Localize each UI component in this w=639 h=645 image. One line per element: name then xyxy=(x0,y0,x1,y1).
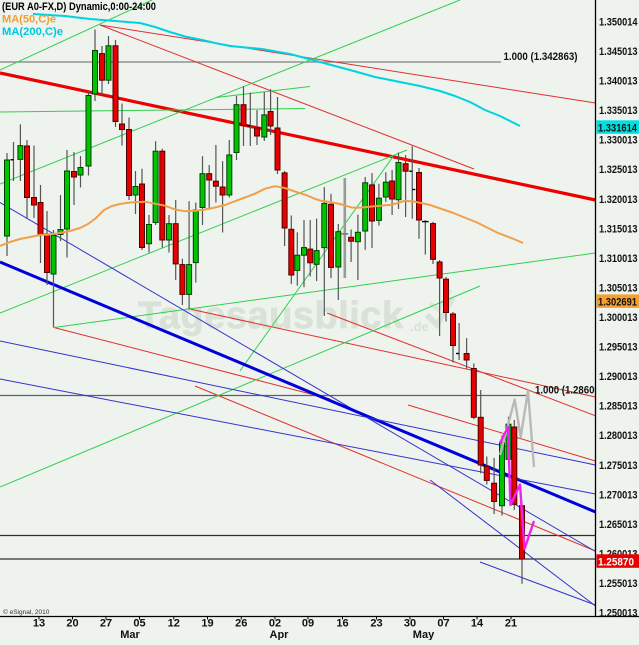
svg-text:1.000 (1.342863): 1.000 (1.342863) xyxy=(504,51,578,63)
svg-text:1.25870: 1.25870 xyxy=(598,556,634,568)
svg-text:1.290013: 1.290013 xyxy=(599,371,638,383)
svg-text:1.330013: 1.330013 xyxy=(599,135,638,147)
svg-text:23: 23 xyxy=(370,618,382,630)
svg-text:1.310013: 1.310013 xyxy=(599,253,638,265)
svg-text:MA(200,C)e: MA(200,C)e xyxy=(2,26,63,38)
svg-text:1.000 (1.28600): 1.000 (1.28600) xyxy=(535,385,603,397)
svg-text:27: 27 xyxy=(100,618,112,630)
svg-text:13: 13 xyxy=(33,618,45,630)
svg-text:1.302691: 1.302691 xyxy=(598,296,637,308)
svg-text:1.280013: 1.280013 xyxy=(599,430,638,442)
svg-text:26: 26 xyxy=(235,618,247,630)
svg-text:May: May xyxy=(413,629,435,640)
svg-text:MA(50,C)e: MA(50,C)e xyxy=(2,14,56,26)
svg-text:Mar: Mar xyxy=(120,629,140,640)
svg-text:16: 16 xyxy=(336,618,348,630)
svg-text:1.335013: 1.335013 xyxy=(599,105,638,117)
svg-text:Tagesausblick: Tagesausblick xyxy=(138,295,404,337)
svg-text:1.315013: 1.315013 xyxy=(599,223,638,235)
svg-text:12: 12 xyxy=(168,618,180,630)
svg-text:21: 21 xyxy=(505,618,517,630)
svg-text:09: 09 xyxy=(302,618,314,630)
svg-text:30: 30 xyxy=(404,618,416,630)
svg-text:1.275013: 1.275013 xyxy=(599,460,638,472)
svg-text:05: 05 xyxy=(133,618,145,630)
svg-text:1.325013: 1.325013 xyxy=(599,164,638,176)
svg-text:1.340013: 1.340013 xyxy=(599,76,638,88)
svg-text:1.300013: 1.300013 xyxy=(599,312,638,324)
svg-text:1.295013: 1.295013 xyxy=(599,342,638,354)
svg-text:1.305013: 1.305013 xyxy=(599,282,638,294)
svg-text:1.250013: 1.250013 xyxy=(599,608,638,620)
svg-text:1.265013: 1.265013 xyxy=(599,519,638,531)
svg-text:14: 14 xyxy=(471,618,484,630)
svg-text:02: 02 xyxy=(269,618,281,630)
svg-text:1.350014: 1.350014 xyxy=(599,17,638,29)
svg-text:19: 19 xyxy=(201,618,213,630)
svg-text:20: 20 xyxy=(66,618,78,630)
svg-text:1.270013: 1.270013 xyxy=(599,489,638,501)
svg-text:© eSignal, 2010: © eSignal, 2010 xyxy=(3,608,50,616)
svg-text:1.255013: 1.255013 xyxy=(599,578,638,590)
svg-text:1.320013: 1.320013 xyxy=(599,194,638,206)
svg-text:1.331614: 1.331614 xyxy=(598,122,638,134)
svg-text:Apr: Apr xyxy=(270,629,290,640)
svg-text:1.345013: 1.345013 xyxy=(599,46,638,58)
svg-text:.de: .de xyxy=(410,319,429,334)
svg-text:07: 07 xyxy=(437,618,449,630)
svg-text:(EUR A0-FX,D) Dynamic,0:00-24:: (EUR A0-FX,D) Dynamic,0:00-24:00 xyxy=(2,1,156,13)
svg-text:1.285013: 1.285013 xyxy=(599,401,638,413)
